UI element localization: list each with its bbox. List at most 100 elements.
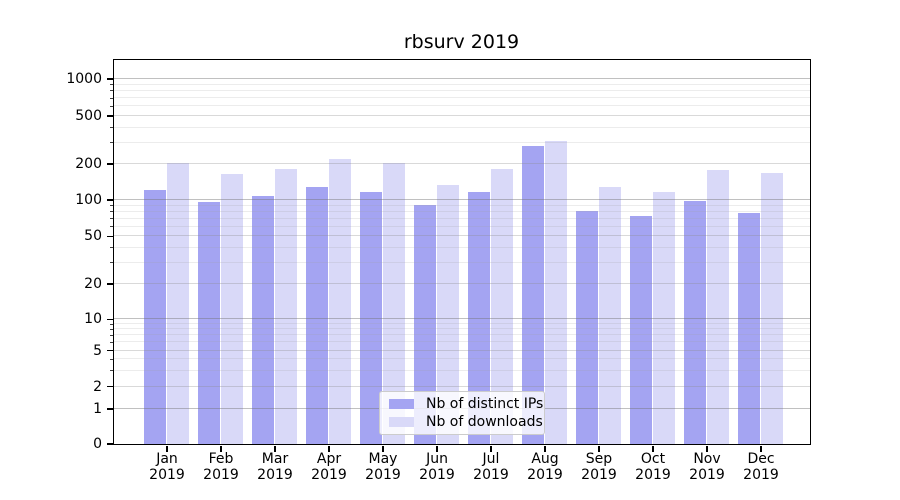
y-tick-label: 1 <box>93 401 102 417</box>
x-tick <box>544 445 546 452</box>
x-tick-label-line: Feb <box>208 451 234 467</box>
gridline-mid <box>113 349 810 351</box>
bar-distinct-ips <box>738 213 760 444</box>
y-minor-tick <box>110 211 114 213</box>
x-tick-label: Dec 2019 <box>733 451 789 483</box>
x-tick <box>328 445 330 452</box>
x-tick-label: Feb 2019 <box>193 451 249 483</box>
legend-label: Nb of distinct IPs <box>426 396 544 412</box>
y-minor-tick <box>110 247 114 249</box>
x-tick-label-line: 2019 <box>743 466 779 483</box>
x-tick-label-line: Jan <box>156 451 178 467</box>
y-minor-tick <box>110 84 114 86</box>
x-tick-label-line: 2019 <box>473 466 509 483</box>
y-minor-tick <box>110 142 114 144</box>
gridline-mid <box>113 283 810 284</box>
y-tick <box>107 283 114 285</box>
bar-distinct-ips <box>576 211 598 444</box>
y-tick <box>107 78 114 80</box>
bar-downloads <box>707 170 729 444</box>
x-tick-label-line: 2019 <box>581 466 617 483</box>
gridline-mid <box>113 163 810 164</box>
x-tick-label-line: Nov <box>693 451 721 467</box>
y-tick <box>107 115 114 117</box>
y-tick <box>107 199 114 201</box>
bar-distinct-ips <box>630 216 652 444</box>
gridline-mid <box>113 385 810 387</box>
gridline-mid <box>113 115 810 116</box>
y-tick-label: 50 <box>84 228 102 245</box>
y-tick <box>107 443 114 445</box>
y-minor-tick <box>110 105 114 107</box>
x-tick-label-line: Jul <box>482 451 500 467</box>
x-tick-label-line: Aug <box>531 451 559 467</box>
x-tick <box>274 445 276 452</box>
x-tick-label-line: Jun <box>426 451 448 467</box>
gridline-minor <box>113 261 810 263</box>
x-tick-label-line: 2019 <box>689 466 725 483</box>
gridline-minor <box>113 225 810 227</box>
bar-distinct-ips <box>144 189 166 444</box>
y-tick <box>107 408 114 410</box>
x-tick-label: Nov 2019 <box>679 451 735 483</box>
x-tick <box>490 445 492 452</box>
bar-downloads <box>383 162 405 444</box>
x-tick <box>652 445 654 452</box>
y-tick <box>107 385 114 388</box>
x-tick <box>760 445 762 452</box>
bar-downloads <box>599 187 621 444</box>
x-tick-label: Oct 2019 <box>625 451 681 483</box>
y-tick-label: 10 <box>84 311 102 328</box>
bar-distinct-ips <box>468 191 490 444</box>
gridline-minor <box>113 204 810 206</box>
legend-label: Nb of downloads <box>426 414 543 430</box>
gridline-major <box>113 318 810 320</box>
legend-swatch-downloads <box>389 417 414 427</box>
y-minor-tick <box>110 341 114 343</box>
x-tick-label-line: Apr <box>316 451 342 467</box>
y-minor-tick <box>110 323 114 325</box>
bar-distinct-ips <box>306 186 328 444</box>
x-tick <box>436 445 438 452</box>
x-tick <box>382 445 384 452</box>
x-tick-label-line: Dec <box>747 451 775 467</box>
gridline-major <box>113 78 810 79</box>
y-tick-label: 2 <box>93 378 102 395</box>
y-tick-label: 500 <box>75 108 102 124</box>
legend: Nb of distinct IPs Nb of downloads <box>379 391 545 435</box>
x-tick-label-line: 2019 <box>149 466 185 483</box>
bar-downloads <box>761 172 783 444</box>
x-tick <box>598 445 600 452</box>
y-tick-label: 1000 <box>66 71 102 87</box>
x-tick-label-line: 2019 <box>365 466 401 483</box>
legend-entry: Nb of downloads <box>389 413 544 431</box>
x-tick-label-line: 2019 <box>203 466 239 483</box>
x-tick-label: Aug 2019 <box>517 451 573 483</box>
legend-entry: Nb of distinct IPs <box>389 395 544 413</box>
y-tick <box>107 349 114 352</box>
x-tick-label-line: Mar <box>261 451 289 467</box>
x-tick-label: May 2019 <box>355 451 411 483</box>
y-minor-tick <box>110 226 114 228</box>
y-minor-tick <box>110 127 114 129</box>
y-tick-label: 100 <box>75 192 102 208</box>
gridline-minor <box>113 246 810 248</box>
plot-area <box>112 58 811 445</box>
chart-title: rbsurv 2019 <box>403 31 520 53</box>
legend-swatch-distinct-ips <box>389 399 414 409</box>
bar-distinct-ips <box>198 202 220 444</box>
gridline-minor <box>113 210 810 212</box>
bar-downloads <box>653 192 675 444</box>
bar-distinct-ips <box>684 201 706 444</box>
bar-downloads <box>329 158 351 444</box>
x-tick-label: Apr 2019 <box>301 451 357 483</box>
gridline-minor <box>113 105 810 107</box>
gridline-major <box>113 199 810 200</box>
x-tick-label-line: 2019 <box>311 466 347 483</box>
x-tick-label-line: Oct <box>640 451 666 467</box>
y-minor-tick <box>110 334 114 336</box>
y-minor-tick <box>110 262 114 264</box>
bar-distinct-ips <box>522 146 544 444</box>
bar-distinct-ips <box>414 205 436 444</box>
